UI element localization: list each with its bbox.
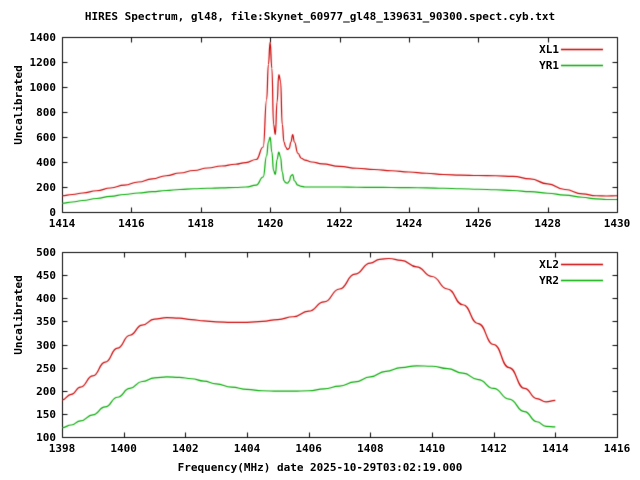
- y-tick-label-top: 1400: [29, 31, 57, 44]
- legend-entry-xl1: XL1: [539, 43, 559, 56]
- y-tick-label-bottom: 500: [36, 246, 56, 259]
- x-axis-label-bottom: Frequency(MHz) date 2025-10-29T03:02:19.…: [177, 461, 463, 474]
- y-tick-label-top: 600: [36, 131, 56, 144]
- y-tick-label-top: 400: [36, 156, 56, 169]
- y-tick-label-bottom: 300: [36, 338, 56, 352]
- y-tick-label-bottom: 400: [36, 292, 56, 306]
- x-tick-label-bottom: 1410: [418, 442, 446, 455]
- y-tick-label-bottom: 100: [36, 431, 56, 444]
- y-tick-label-top: 1000: [29, 81, 57, 94]
- x-tick-label-top: 1414: [48, 217, 76, 230]
- y-tick-label-top: 800: [36, 106, 56, 119]
- x-tick-label-bottom: 1412: [480, 442, 507, 455]
- y-tick-label-bottom: 450: [36, 269, 56, 283]
- y-tick-label-bottom: 150: [36, 407, 56, 421]
- x-tick-label-bottom: 1398: [48, 442, 76, 455]
- y-tick-label-bottom: 350: [36, 315, 56, 329]
- x-tick-label-top: 1424: [395, 217, 423, 230]
- legend-entry-yr2: YR2: [539, 274, 559, 287]
- x-tick-label-bottom: 1406: [295, 442, 322, 455]
- x-tick-label-top: 1418: [187, 217, 215, 230]
- y-tick-label-top: 1200: [29, 56, 57, 69]
- x-tick-label-bottom: 1408: [357, 442, 384, 455]
- x-tick-label-bottom: 1402: [172, 442, 199, 455]
- legend-entry-xl2: XL2: [539, 258, 559, 271]
- y-tick-label-bottom: 250: [36, 361, 56, 375]
- x-tick-label-bottom: 1404: [233, 442, 261, 455]
- x-tick-label-top: 1426: [465, 217, 492, 230]
- y-tick-label-bottom: 200: [36, 384, 56, 398]
- y-tick-label-top: 200: [36, 181, 56, 194]
- x-tick-label-top: 1422: [326, 217, 353, 230]
- x-tick-label-bottom: 1400: [110, 442, 137, 455]
- x-tick-label-top: 1428: [534, 217, 561, 230]
- x-tick-label-top: 1430: [603, 217, 631, 230]
- x-tick-label-bottom: 1416: [603, 442, 631, 455]
- page-title: HIRES Spectrum, gl48, file:Skynet_60977_…: [84, 10, 556, 23]
- y-tick-label-top: 0: [49, 206, 56, 219]
- x-tick-label-top: 1420: [256, 217, 284, 230]
- x-tick-label-top: 1416: [118, 217, 145, 230]
- legend-entry-yr1: YR1: [539, 59, 559, 72]
- x-tick-label-bottom: 1414: [542, 442, 569, 455]
